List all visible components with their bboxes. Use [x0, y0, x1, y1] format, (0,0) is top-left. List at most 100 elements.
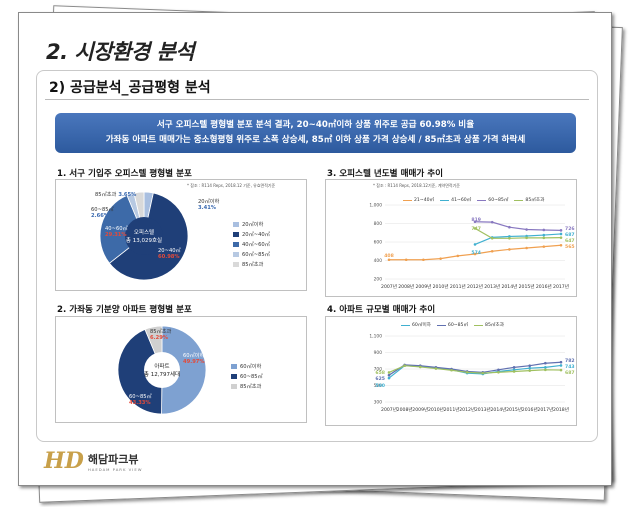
panel1-center: 오피스텔 총 13,029호실 — [115, 229, 173, 245]
panel3-point — [525, 228, 528, 231]
panel4-xtick: 2009년 — [412, 406, 428, 413]
panel4-xtick: 2018년 — [553, 406, 569, 413]
panel4-ytick: 300 — [374, 400, 383, 406]
panel4-point — [450, 368, 453, 372]
panel4-xtick: 2017년 — [537, 406, 553, 413]
panel3-xtick: 2012년 — [467, 283, 483, 290]
panel3-point — [542, 236, 546, 240]
logo-mark: HD — [44, 448, 84, 474]
panel1-legend: 20㎡이하 20㎡~40㎡ 40㎡~60㎡ 60㎡~85㎡ 85㎡초과 — [233, 219, 270, 269]
panel3-point — [508, 237, 511, 240]
panel4-point — [544, 361, 547, 365]
panel3-series-3 — [474, 227, 562, 239]
page-title: 2. 시장환경 분석 — [46, 40, 195, 64]
panel4-data-label: 625 — [375, 376, 385, 382]
panel4-ytick: 1,100 — [369, 334, 382, 340]
panel3-point — [473, 227, 477, 230]
panel3-xtick: 2014년 — [501, 283, 517, 290]
panel4-point — [559, 360, 563, 364]
panel3-xtick: 2013년 — [484, 283, 500, 290]
company-logo: HD 해담파크뷰 HAEDAM PARK VIEW — [44, 448, 143, 474]
panel4-point — [528, 366, 532, 370]
panel4-point — [387, 376, 391, 380]
panel4-xtick: 2013년 — [475, 406, 491, 413]
panel3-point — [559, 232, 563, 236]
pie2-label-0: 60㎡이하 49.97% — [183, 353, 205, 365]
panel4-data-label: 687 — [565, 370, 575, 376]
pie2-slice-1 — [117, 328, 163, 415]
section-title: 2) 공급분석_공급평형 분석 — [49, 80, 211, 96]
pie2-hole — [144, 352, 180, 388]
pie2-slice-0 — [161, 325, 207, 415]
panel4-point — [559, 368, 563, 372]
panel3-point — [473, 243, 477, 246]
panel2-center-line1: 아파트 — [154, 364, 170, 370]
banner-line-1: 서구 오피스텔 평형별 분포 분석 결과, 20~40㎡이하 상품 위주로 공급… — [156, 120, 475, 130]
panel4-point — [512, 366, 516, 369]
panel3-point — [490, 237, 494, 240]
panel3-data-label: 574 — [471, 250, 481, 256]
pie2-label-1: 60~85㎡ 43.33% — [129, 394, 152, 406]
logo-subtitle: HAEDAM PARK VIEW — [87, 466, 143, 472]
panel1-title: 1. 서구 기입주 오피스텔 평형별 분포 — [57, 169, 192, 179]
panel4-title: 4. 아파트 규모별 매매가 추이 — [327, 305, 436, 315]
panel3-point — [525, 236, 528, 240]
panel3-note: * 참조 : R114 Reps, 2018.12기준, 계약면적기준 — [373, 183, 460, 188]
panel4-xtick: 2016년 — [522, 406, 538, 413]
panel4-point — [418, 365, 422, 369]
panel3-data-label: 819 — [471, 217, 481, 223]
panel3-point — [559, 229, 563, 232]
panel3-point — [473, 252, 477, 256]
panel3-xtick: 2008년 — [398, 283, 414, 290]
pie2-label-2: 85㎡초과 6.29% — [150, 329, 172, 341]
panel3-data-label: 565 — [565, 244, 575, 250]
panel3-data-label: 726 — [565, 226, 575, 232]
panel3-series-2 — [474, 221, 562, 231]
panel1-center-line2: 총 13,029호실 — [125, 238, 163, 244]
panel4-series-1 — [388, 361, 562, 376]
panel4-point — [403, 364, 406, 367]
panel3-point — [422, 258, 425, 262]
panel4-xtick: 2010년 — [428, 406, 444, 413]
panel4-ytick: 500 — [374, 383, 383, 389]
panel3-point — [404, 258, 408, 262]
panel4-point — [497, 368, 500, 372]
banner-line-2: 가좌동 아파트 매매가는 중소형평형 위주로 소폭 상승세, 85㎡ 이하 상품… — [105, 135, 526, 145]
panel1-pie-chart — [99, 191, 189, 281]
panel2-title: 2. 가좌동 기분양 아파트 평형별 분포 — [57, 305, 192, 315]
panel3-ytick: 600 — [374, 240, 383, 246]
panel4-legend: 60㎡이하 60~85㎡ 85㎡초과 — [401, 322, 504, 328]
panel4-point — [481, 371, 485, 375]
panel4-point — [528, 369, 532, 372]
panel3-point — [559, 236, 563, 239]
panel3-point — [490, 249, 494, 253]
panel1-note: * 참조 : R114 Reps, 2018.12 기준, 유효면적기준 — [187, 183, 276, 188]
panel4-data-label: 743 — [565, 364, 575, 370]
panel3-ytick: 200 — [374, 277, 383, 283]
panel3-point — [490, 220, 494, 224]
panel3-point — [542, 245, 546, 248]
panel4-point — [512, 370, 516, 373]
panel4-xtick: 2012년 — [459, 406, 475, 413]
panel3-ytick: 400 — [374, 258, 383, 264]
panel3-point — [387, 258, 391, 262]
panel3-point — [525, 234, 528, 238]
panel3-point — [542, 228, 546, 232]
panel4-xtick: 2014년 — [490, 406, 506, 413]
logo-name: 해담파크뷰 — [87, 452, 139, 466]
panel4-point — [544, 366, 547, 369]
panel3-legend: 21~40㎡ 41~60㎡ 60~85㎡ 85㎡초과 — [403, 197, 544, 203]
panel4-point — [465, 371, 469, 374]
panel2-pie-chart — [117, 325, 207, 415]
panel4-xtick: 2007년 — [381, 406, 397, 413]
panel3-point — [508, 225, 511, 229]
panel3-data-label: 647 — [565, 238, 575, 244]
panel4-point — [434, 367, 438, 370]
panel1-center-line1: 오피스텔 — [133, 230, 155, 236]
pie1-hole — [125, 217, 163, 255]
pie1-label-2: 40~60㎡ 29.31% — [105, 226, 128, 238]
panel4-point — [387, 371, 391, 374]
panel3-point — [525, 246, 528, 250]
